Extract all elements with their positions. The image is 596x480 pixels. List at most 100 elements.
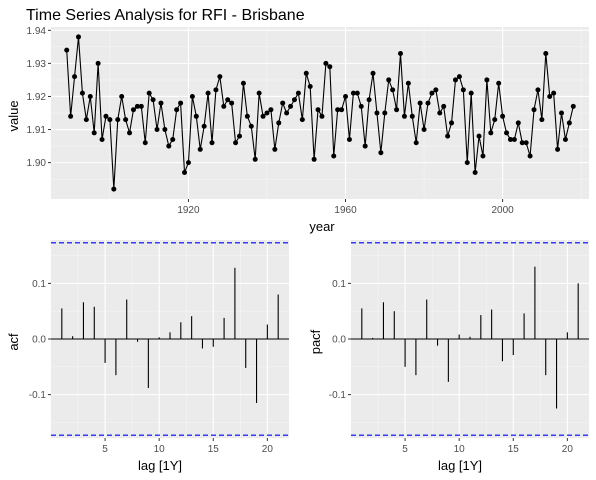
acf-x-tick-label: 15 (208, 444, 220, 455)
ts-data-point (566, 120, 572, 126)
ts-data-point (492, 117, 498, 123)
ts-data-point (307, 84, 313, 90)
ts-data-point (331, 153, 337, 159)
ts-data-point (547, 93, 553, 99)
ts-data-point (570, 103, 576, 109)
ts-data-point (511, 136, 517, 142)
ts-data-point (386, 77, 392, 83)
ts-data-point (472, 170, 478, 176)
ts-data-point (476, 133, 482, 139)
ts-data-point (111, 186, 117, 192)
ts-data-point (460, 87, 466, 93)
acf-y-tick-label: 0.1 (32, 279, 46, 290)
ts-data-point (515, 120, 521, 126)
ts-data-point (445, 133, 451, 139)
ts-data-point (244, 113, 250, 119)
ts-data-point (134, 103, 140, 109)
ts-data-point (527, 153, 533, 159)
ts-data-point (433, 87, 439, 93)
ts-data-point (413, 140, 419, 146)
ts-data-point (449, 120, 455, 126)
ts-data-point (425, 100, 431, 106)
ts-data-point (252, 156, 258, 162)
ts-data-point (182, 170, 188, 176)
ts-data-point (370, 70, 376, 76)
ts-data-point (99, 136, 105, 142)
ts-y-tick-label: 1.92 (27, 92, 47, 103)
ts-data-point (335, 107, 341, 113)
ts-series-line (66, 36, 574, 190)
ts-data-point (201, 123, 207, 129)
ts-data-point (209, 140, 215, 146)
pacf-x-tick-label: 15 (508, 444, 520, 455)
ts-data-point (248, 123, 254, 129)
ts-data-point (91, 130, 97, 136)
ts-data-point (480, 153, 486, 159)
ts-data-point (409, 113, 415, 119)
pacf-y-tick-label: -0.1 (329, 390, 347, 401)
ts-data-point (154, 127, 160, 133)
ts-data-point (123, 117, 129, 123)
pacf-x-axis-title: lag [1Y] (438, 458, 482, 473)
ts-data-point (75, 34, 81, 40)
ts-data-point (119, 93, 125, 99)
ts-data-point (488, 130, 494, 136)
ts-data-point (398, 50, 403, 56)
ts-data-point (217, 74, 223, 80)
acf-x-tick-label: 5 (102, 444, 108, 455)
pacf-panel: 5 10 15 20 -0.1 0.0 0.1 (329, 240, 589, 455)
acf-panel: 5 10 15 20 -0.1 0.0 0.1 (29, 240, 289, 455)
ts-data-point (268, 107, 274, 113)
ts-data-point (213, 87, 219, 93)
ts-data-point (390, 87, 396, 93)
ts-data-point (272, 146, 278, 152)
ts-data-point (72, 74, 78, 80)
ts-data-point (260, 113, 266, 119)
ts-data-point (299, 117, 305, 123)
pacf-x-tick-label: 5 (402, 444, 408, 455)
ts-data-point (240, 80, 246, 86)
ts-y-tick-label: 1.94 (27, 26, 47, 37)
ts-data-point (394, 107, 400, 113)
ts-data-point (350, 90, 356, 96)
ts-data-point (303, 70, 309, 76)
ts-data-point (311, 156, 317, 162)
ts-data-point (441, 103, 447, 109)
ts-data-point (464, 160, 470, 166)
ts-data-point (429, 90, 435, 96)
ts-data-point (178, 100, 184, 106)
ts-data-point (221, 103, 227, 109)
ts-data-point (174, 107, 180, 113)
acf-x-tick-label: 20 (262, 444, 274, 455)
ts-data-point (295, 90, 301, 96)
ts-data-point (68, 113, 74, 119)
ts-data-point (189, 93, 195, 99)
acf-y-axis-title: acf (6, 333, 21, 351)
ts-data-point (79, 90, 85, 96)
ts-data-point (233, 140, 239, 146)
ts-y-tick-label: 1.93 (27, 59, 47, 70)
pacf-y-tick-label: 0.1 (332, 279, 346, 290)
chart-title: Time Series Analysis for RFI - Brisbane (26, 7, 305, 24)
ts-data-point (197, 146, 203, 152)
ts-data-point (405, 80, 411, 86)
ts-data-point (193, 113, 199, 119)
ts-data-point (401, 113, 407, 119)
ts-data-point (417, 100, 423, 106)
ts-data-point (500, 113, 506, 119)
ts-data-point (83, 117, 89, 123)
ts-data-point (158, 100, 164, 106)
ts-data-point (484, 77, 490, 83)
ts-data-point (256, 90, 262, 96)
ts-data-point (421, 127, 427, 133)
ts-data-point (288, 103, 294, 109)
ts-data-point (543, 50, 549, 56)
ts-data-point (185, 160, 191, 166)
time-series-panel: 1920 1960 2000 1.90 1.91 1.92 1.93 1.94 (27, 26, 589, 216)
ts-data-point (146, 90, 152, 96)
ts-data-point (150, 97, 156, 103)
ts-data-point (346, 136, 352, 142)
pacf-y-axis-title: pacf (308, 329, 323, 354)
ts-data-point (456, 74, 462, 80)
